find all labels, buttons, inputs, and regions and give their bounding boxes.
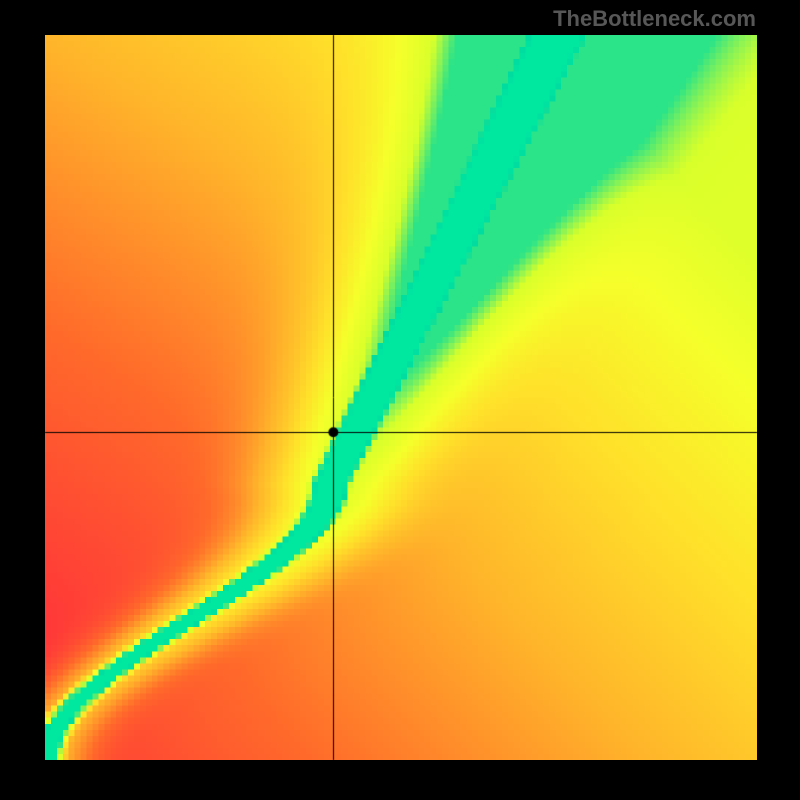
chart-container: TheBottleneck.com — [0, 0, 800, 800]
bottleneck-heatmap — [45, 35, 757, 760]
watermark-text: TheBottleneck.com — [553, 6, 756, 32]
